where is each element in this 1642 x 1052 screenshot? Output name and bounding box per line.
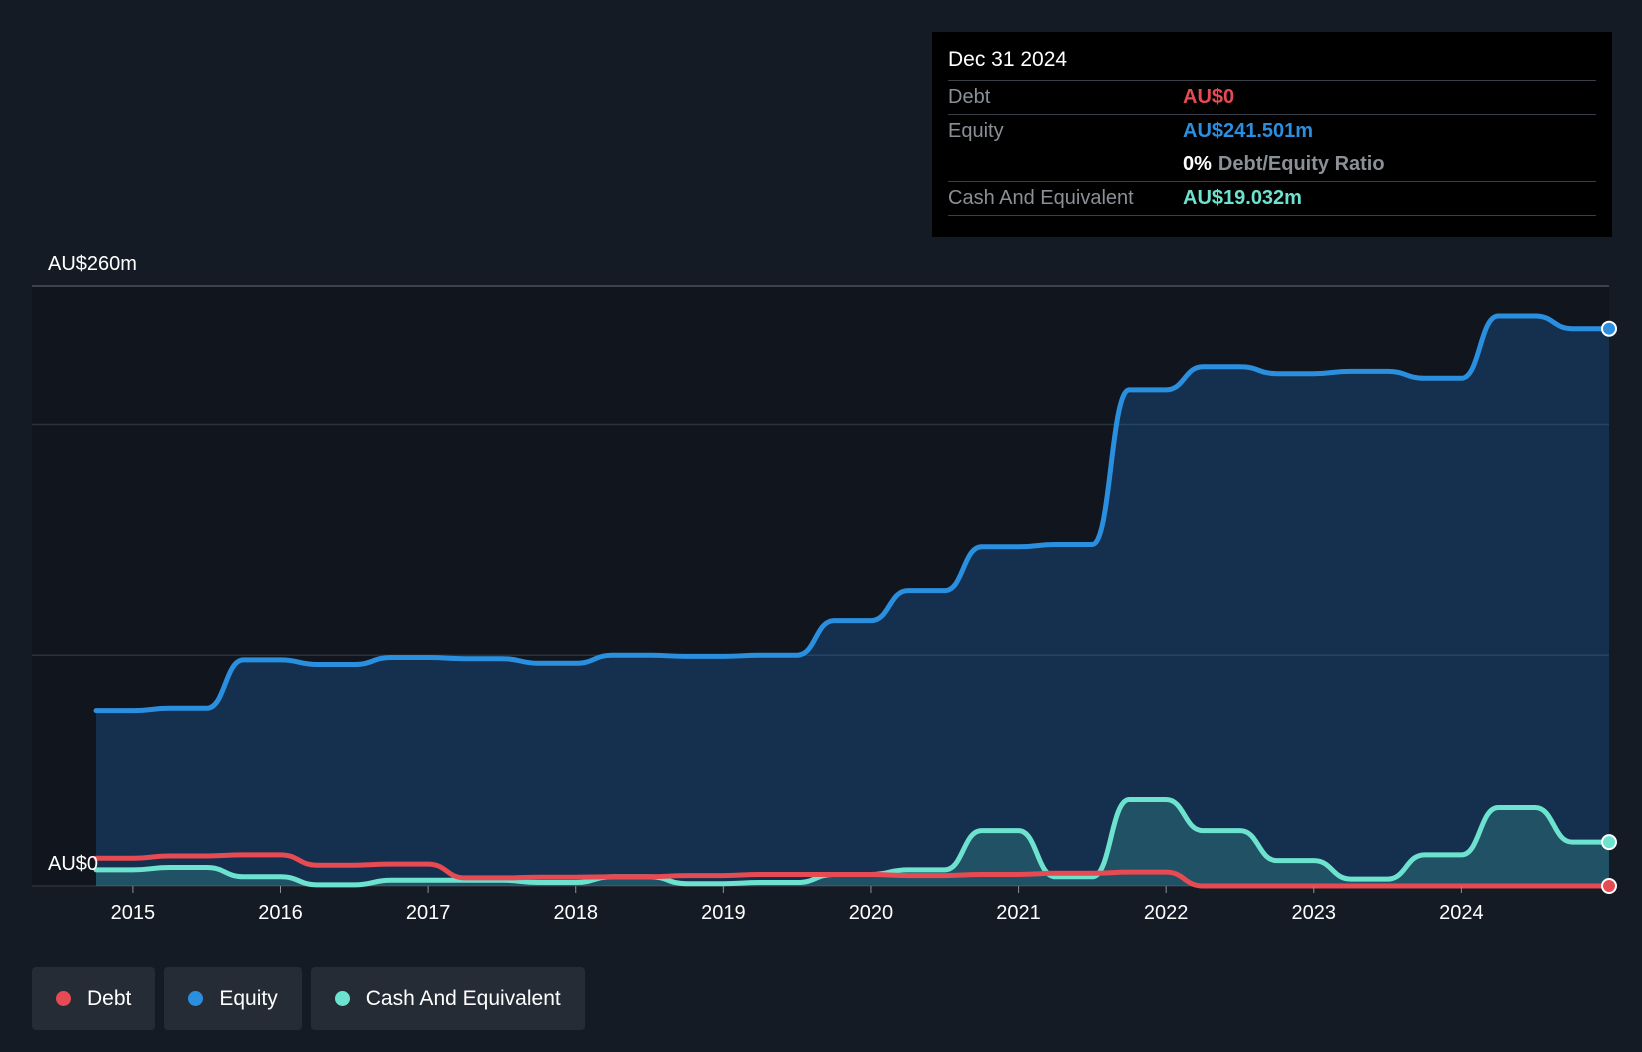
plot-highlight-region bbox=[32, 286, 1609, 886]
tooltip-date: Dec 31 2024 bbox=[948, 48, 1068, 71]
cash-and-equivalent-area bbox=[96, 799, 1609, 886]
y-axis-bottom-label: AU$0 bbox=[48, 853, 98, 875]
x-tick-label: 2019 bbox=[701, 902, 746, 924]
x-tick-label: 2017 bbox=[406, 902, 451, 924]
debt-line bbox=[93, 852, 1612, 889]
legend-label-debt: Debt bbox=[87, 986, 132, 1010]
debt-dot-icon bbox=[56, 991, 71, 1006]
equity-line bbox=[93, 313, 1612, 714]
x-tick-label: 2023 bbox=[1292, 902, 1337, 924]
legend-label-cash: Cash And Equivalent bbox=[365, 986, 561, 1010]
x-tick-label: 2015 bbox=[111, 902, 156, 924]
x-tick-label: 2022 bbox=[1144, 902, 1189, 924]
series-areas bbox=[96, 316, 1609, 886]
tooltip-ratio-value: 0% bbox=[1183, 153, 1212, 175]
cash-dot-icon bbox=[334, 991, 350, 1006]
equity-area bbox=[96, 316, 1609, 886]
x-tick-label: 2024 bbox=[1439, 902, 1484, 924]
x-tick-label: 2021 bbox=[996, 902, 1041, 924]
tooltip-row-ratio: 0% Debt/Equity Ratio bbox=[948, 148, 1596, 181]
data-tooltip: Dec 31 2024 Debt AU$0 Equity AU$241.501m… bbox=[932, 32, 1612, 237]
legend-label-equity: Equity bbox=[219, 986, 278, 1010]
tooltip-ratio-label: Debt/Equity Ratio bbox=[1217, 153, 1385, 175]
debt-endpoint bbox=[1601, 878, 1617, 894]
tooltip-row-debt: Debt AU$0 bbox=[948, 80, 1596, 114]
series-lines bbox=[93, 313, 1612, 889]
x-tick-label: 2020 bbox=[849, 902, 894, 924]
cash-and-equivalent-endpoint bbox=[1601, 834, 1617, 851]
y-axis-top-label: AU$260m bbox=[48, 253, 137, 275]
legend-item-equity[interactable]: Equity bbox=[164, 967, 302, 1030]
tooltip-cash-value: AU$19.032m bbox=[1183, 187, 1302, 209]
tooltip-row-equity: Equity AU$241.501m bbox=[948, 114, 1596, 148]
chart-legend: Debt Equity Cash And Equivalent bbox=[32, 967, 594, 1030]
x-axis-ticks: 2015 2016 2017 2018 2019 2020 2021 2022 2023 2024 bbox=[111, 886, 1484, 924]
equity-dot-icon bbox=[188, 991, 204, 1006]
tooltip-debt-label: Debt bbox=[948, 86, 991, 108]
tooltip-debt-value: AU$0 bbox=[1183, 86, 1235, 108]
legend-item-cash[interactable]: Cash And Equivalent bbox=[310, 967, 585, 1030]
equity-endpoint bbox=[1601, 320, 1617, 337]
tooltip-equity-value: AU$241.501m bbox=[1183, 120, 1314, 142]
tooltip-row-cash: Cash And Equivalent AU$19.032m bbox=[948, 181, 1596, 216]
series-endpoints bbox=[1601, 320, 1617, 894]
x-tick-label: 2016 bbox=[258, 902, 303, 924]
legend-item-debt[interactable]: Debt bbox=[32, 967, 156, 1030]
tooltip-equity-label: Equity bbox=[948, 120, 1004, 142]
tooltip-cash-label: Cash And Equivalent bbox=[948, 187, 1134, 209]
x-tick-label: 2018 bbox=[553, 902, 598, 924]
